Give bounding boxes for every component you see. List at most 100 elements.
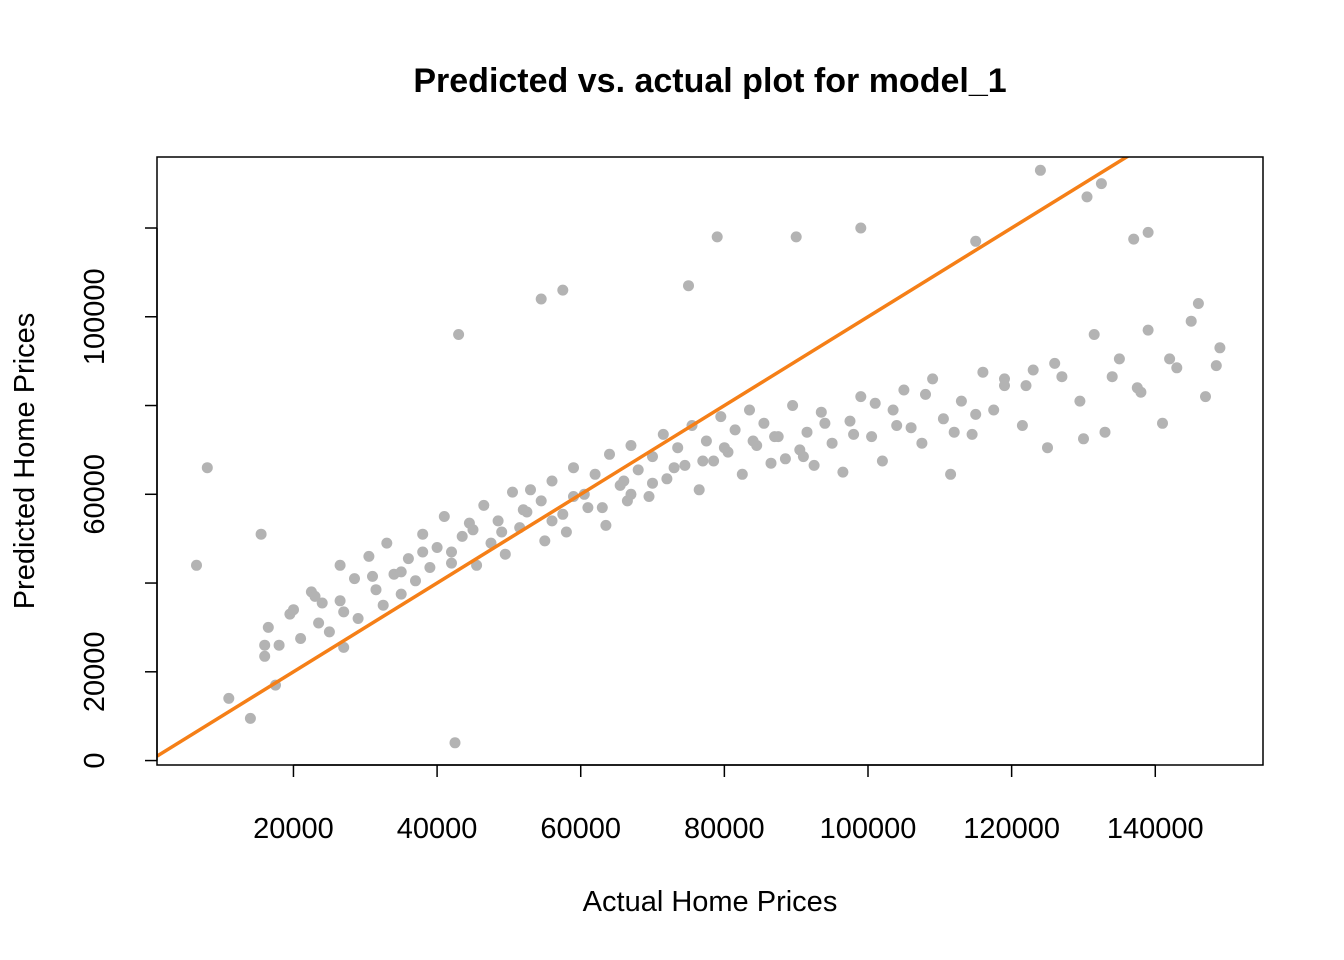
data-point bbox=[668, 462, 680, 474]
data-point bbox=[876, 455, 888, 467]
data-point bbox=[395, 588, 407, 600]
data-point bbox=[866, 431, 878, 443]
data-point bbox=[916, 437, 928, 449]
data-point bbox=[826, 437, 838, 449]
data-point bbox=[496, 526, 508, 538]
data-point bbox=[643, 491, 655, 502]
data-point bbox=[970, 408, 982, 420]
data-point bbox=[1020, 380, 1032, 392]
data-point bbox=[801, 426, 813, 438]
chart-title: Predicted vs. actual plot for model_1 bbox=[413, 62, 1006, 100]
data-point bbox=[769, 431, 781, 443]
data-point bbox=[790, 231, 802, 243]
data-point bbox=[596, 502, 608, 514]
data-point bbox=[683, 280, 694, 292]
data-point bbox=[672, 442, 684, 454]
data-point bbox=[316, 597, 328, 609]
data-point bbox=[891, 420, 903, 431]
data-point bbox=[381, 537, 393, 549]
data-point bbox=[1074, 395, 1086, 407]
reference-line bbox=[157, 157, 1130, 758]
data-point bbox=[1042, 442, 1053, 454]
data-point bbox=[568, 462, 579, 474]
data-point bbox=[449, 737, 461, 749]
data-point bbox=[370, 584, 382, 596]
data-point bbox=[1016, 420, 1028, 431]
data-point bbox=[1135, 386, 1147, 398]
data-point bbox=[729, 424, 741, 436]
data-point bbox=[1106, 371, 1118, 383]
data-point bbox=[625, 488, 637, 500]
data-point bbox=[377, 599, 389, 611]
data-point bbox=[492, 515, 504, 527]
data-point bbox=[309, 590, 321, 602]
data-point bbox=[797, 451, 809, 463]
data-point bbox=[927, 373, 939, 385]
data-point bbox=[453, 329, 465, 340]
y-tick-label: 100000 bbox=[79, 268, 111, 365]
data-point bbox=[708, 455, 720, 467]
data-point bbox=[844, 415, 856, 427]
data-point bbox=[945, 468, 957, 480]
data-point bbox=[966, 428, 978, 440]
data-point bbox=[485, 537, 497, 549]
data-point bbox=[1034, 164, 1046, 176]
data-point bbox=[715, 411, 727, 423]
data-point bbox=[1113, 353, 1125, 365]
data-point bbox=[323, 626, 335, 638]
data-point bbox=[718, 442, 730, 454]
data-point bbox=[338, 641, 350, 653]
data-point bbox=[546, 475, 558, 487]
x-tick-label: 100000 bbox=[820, 813, 917, 845]
data-point bbox=[600, 519, 612, 531]
data-point bbox=[869, 397, 881, 409]
data-point bbox=[478, 499, 490, 511]
data-point bbox=[711, 231, 723, 243]
data-point bbox=[837, 466, 849, 478]
data-point bbox=[431, 542, 443, 553]
data-point bbox=[977, 366, 989, 378]
data-point bbox=[471, 559, 483, 571]
data-point bbox=[920, 388, 931, 400]
data-point bbox=[525, 484, 536, 496]
plot-area: 20000 40000 60000 80000 100000 120000 140000 0 2… bbox=[79, 156, 1264, 845]
data-point bbox=[223, 692, 235, 704]
data-point bbox=[697, 455, 709, 467]
data-point bbox=[1200, 391, 1211, 403]
x-tick-label: 40000 bbox=[397, 813, 478, 845]
data-point bbox=[647, 451, 658, 463]
data-point bbox=[647, 477, 658, 489]
data-point bbox=[1078, 433, 1089, 445]
data-point bbox=[334, 595, 346, 607]
data-point bbox=[1142, 226, 1154, 238]
data-point bbox=[632, 464, 644, 476]
data-point bbox=[535, 293, 547, 305]
data-point bbox=[1056, 371, 1068, 383]
data-points bbox=[191, 164, 1226, 749]
data-point bbox=[937, 413, 949, 425]
data-point bbox=[898, 384, 910, 396]
data-point bbox=[1088, 329, 1100, 340]
data-point bbox=[363, 550, 375, 562]
data-point bbox=[367, 570, 378, 582]
data-point bbox=[700, 435, 712, 447]
data-point bbox=[539, 535, 551, 547]
data-point bbox=[338, 606, 350, 618]
data-point bbox=[517, 504, 529, 516]
x-tick-label: 60000 bbox=[540, 813, 621, 845]
data-point bbox=[255, 528, 267, 540]
data-point bbox=[557, 508, 569, 520]
data-point bbox=[507, 486, 518, 498]
data-point bbox=[758, 417, 770, 429]
data-point bbox=[765, 457, 777, 469]
data-point bbox=[999, 373, 1010, 385]
data-point bbox=[1157, 417, 1168, 429]
data-point bbox=[535, 495, 547, 507]
data-point bbox=[589, 468, 601, 480]
data-point bbox=[313, 617, 325, 629]
data-point bbox=[417, 546, 429, 558]
data-point bbox=[191, 559, 202, 571]
data-point bbox=[467, 524, 479, 536]
x-tick-label: 80000 bbox=[684, 813, 765, 845]
